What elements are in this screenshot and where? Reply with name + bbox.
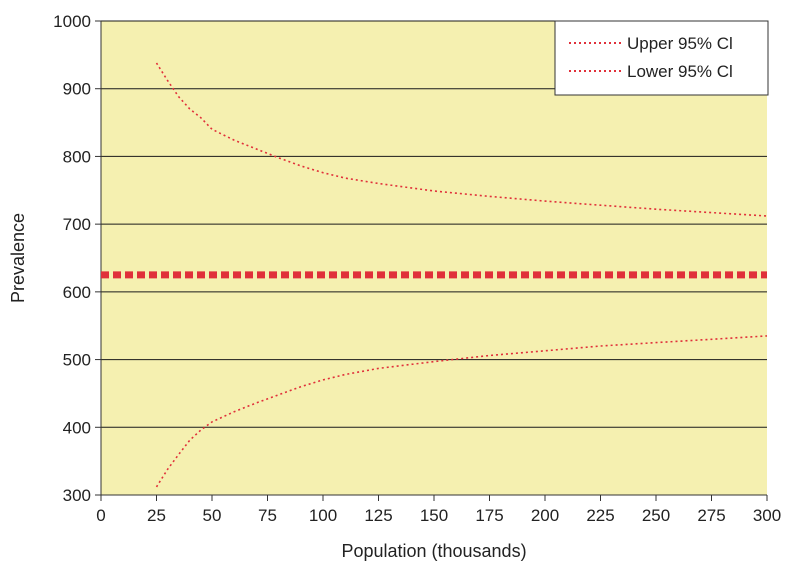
x-tick-label: 275 [697, 506, 725, 525]
y-tick-label: 400 [63, 418, 91, 437]
x-tick-label: 75 [258, 506, 277, 525]
series-layer [101, 62, 768, 488]
x-tick-label: 200 [531, 506, 559, 525]
legend-label-upper: Upper 95% Cl [627, 34, 733, 53]
x-tick-label: 150 [420, 506, 448, 525]
legend-box [554, 20, 769, 96]
legend-label-lower: Lower 95% Cl [627, 62, 733, 81]
x-tick-label: 175 [475, 506, 503, 525]
x-tick-label: 50 [203, 506, 222, 525]
series-line-lower-ci [155, 335, 768, 488]
y-tick-label: 600 [63, 283, 91, 302]
legend: Upper 95% Cl Lower 95% Cl [554, 20, 769, 96]
y-tick-label: 300 [63, 486, 91, 505]
y-tick-label: 700 [63, 215, 91, 234]
x-tick-label: 0 [96, 506, 105, 525]
tick-labels: 300 400 500 600 700 800 900 1000 0 25 50 75 100 125 15… [53, 12, 781, 525]
y-tick-label: 800 [63, 147, 91, 166]
x-tick-label: 225 [586, 506, 614, 525]
x-tick-label: 250 [642, 506, 670, 525]
y-axis-title: Prevalence [8, 213, 28, 303]
x-tick-label: 125 [364, 506, 392, 525]
plot-background [101, 21, 767, 495]
x-tick-label: 100 [309, 506, 337, 525]
x-tick-label: 300 [753, 506, 781, 525]
x-axis-title: Population (thousands) [341, 541, 526, 561]
y-tick-label: 900 [63, 80, 91, 99]
x-tick-label: 25 [147, 506, 166, 525]
y-tick-label: 500 [63, 351, 91, 370]
axes [95, 20, 768, 501]
series-line-upper-ci [155, 62, 768, 217]
y-tick-label: 1000 [53, 12, 91, 31]
